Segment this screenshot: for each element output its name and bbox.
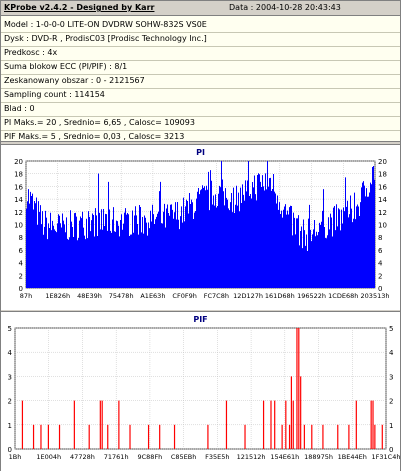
y-tick-label-left: 0 [8,446,12,454]
speed-row: Predkosc : 4x [4,48,58,57]
x-tick-label: 12D127h [233,292,263,300]
disc-row: Dysk : DVD-R , ProdisC03 [Prodisc Techno… [4,34,207,43]
y-tick-label-left: 4 [8,349,13,357]
y-tick-label-right: 0 [378,285,382,293]
pi-stats-row: PI Maks.= 20 , Srednio= 6,65 , Calosc= 1… [4,118,195,127]
x-tick-label: A1E63h [140,292,165,300]
y-tick-label-right: 0 [389,446,393,454]
x-tick-label: CF0F9h [172,292,196,300]
info-panel: Model : 1-0-0-0 LITE-ON DVDRW SOHW-832S … [1,16,400,142]
sampling-row: Sampling count : 114154 [4,90,105,99]
y-tick-label-left: 2 [19,272,23,280]
scanned-row: Zeskanowany obszar : 0 - 2121567 [4,76,145,85]
separator [1,60,400,61]
pi-chart-title: PI [196,148,205,157]
y-tick-label-right: 12 [378,209,387,217]
x-tick-label: 1E004h [36,453,61,461]
x-tick-label: 48E39h [77,292,102,300]
x-tick-label: 87h [20,292,32,300]
x-tick-label: 203513h [361,292,390,300]
separator [1,32,400,33]
y-tick-label-right: 4 [378,260,383,268]
plot-frame [14,327,387,450]
x-tick-label: 71761h [104,453,129,461]
y-tick-label-right: 1 [389,422,393,430]
y-tick-label-left: 16 [14,183,23,191]
pi-chart-panel: PI 0 0 2 2 4 4 6 6 8 8 10 10 12 12 14 14 16 16 18 18 20 20 87h… [1,144,400,310]
y-tick-label-right: 14 [378,196,387,204]
y-tick-label-right: 2 [378,272,382,280]
x-tick-label: 1E826h [45,292,70,300]
separator [1,74,400,75]
error-row: Blad : 0 [4,104,35,113]
y-tick-label-left: 6 [19,247,24,255]
x-tick-label: 161D68h [265,292,295,300]
separator [1,130,400,131]
pif-chart: 0 0 1 1 2 2 3 3 4 4 5 5 1Bh 1E004h 47728h 71761h 9C88Fh C… [8,325,400,461]
x-tick-label: 1F31C4h [372,453,400,461]
pif-stats-row: PIF Maks.= 5 , Srednio= 0,03 , Calosc= 3… [4,132,185,141]
model-row: Model : 1-0-0-0 LITE-ON DVDRW SOHW-832S … [4,20,207,29]
y-tick-label-left: 10 [14,222,23,230]
x-tick-label: FC7C8h [204,292,229,300]
pi-chart: 0 0 2 2 4 4 6 6 8 8 10 10 12 12 14 14 16 16 18 18 20 20 87h 1E8… [14,158,390,300]
y-tick-label-right: 8 [378,234,382,242]
y-tick-label-right: 20 [378,158,387,166]
y-tick-label-right: 5 [389,325,393,333]
y-tick-label-left: 12 [14,209,23,217]
y-tick-label-right: 10 [378,222,387,230]
y-tick-label-right: 2 [389,398,393,406]
y-tick-label-left: 20 [14,158,23,166]
x-tick-label: 1CDE68h [328,292,358,300]
y-tick-label-left: 2 [8,398,12,406]
x-tick-label: 1Bh [9,453,22,461]
x-tick-label: 75478h [109,292,134,300]
app-title: KProbe v2.4.2 - Designed by Karr [4,3,155,12]
x-tick-label: 188975h [304,453,333,461]
ecc-row: Suma blokow ECC (PI/PIF) : 8/1 [4,62,128,71]
separator [1,116,400,117]
x-tick-label: 154E61h [270,453,299,461]
x-tick-label: 9C88Fh [138,453,163,461]
separator [1,102,400,103]
y-tick-label-left: 14 [14,196,23,204]
y-tick-label-left: 8 [19,234,23,242]
x-tick-label: C85EBh [171,453,197,461]
y-tick-label-left: 1 [8,422,12,430]
y-tick-label-right: 6 [378,247,383,255]
x-tick-label: 47728h [70,453,95,461]
y-tick-label-right: 4 [389,349,394,357]
x-tick-label: 196522h [297,292,326,300]
x-tick-label: 1BE44Eh [338,453,367,461]
x-tick-label: F35E5h [205,453,229,461]
y-tick-label-left: 5 [8,325,12,333]
y-tick-label-left: 4 [19,260,24,268]
separator [1,46,400,47]
x-tick-label: 121512h [237,453,266,461]
separator [1,88,400,89]
y-tick-label-right: 18 [378,171,387,179]
header-bar: KProbe v2.4.2 - Designed by Karr Data : … [1,1,400,16]
y-tick-label-left: 18 [14,171,23,179]
pif-chart-panel: PIF 0 0 1 1 2 2 3 3 4 4 5 5 1Bh 1E004h 47728h 71761h 9C8… [1,311,400,471]
y-tick-label-left: 3 [8,373,12,381]
y-tick-label-left: 0 [19,285,23,293]
y-tick-label-right: 16 [378,183,387,191]
scan-date: Data : 2004-10-28 20:43:43 [229,3,341,12]
pif-chart-title: PIF [193,315,208,324]
y-tick-label-right: 3 [389,373,393,381]
